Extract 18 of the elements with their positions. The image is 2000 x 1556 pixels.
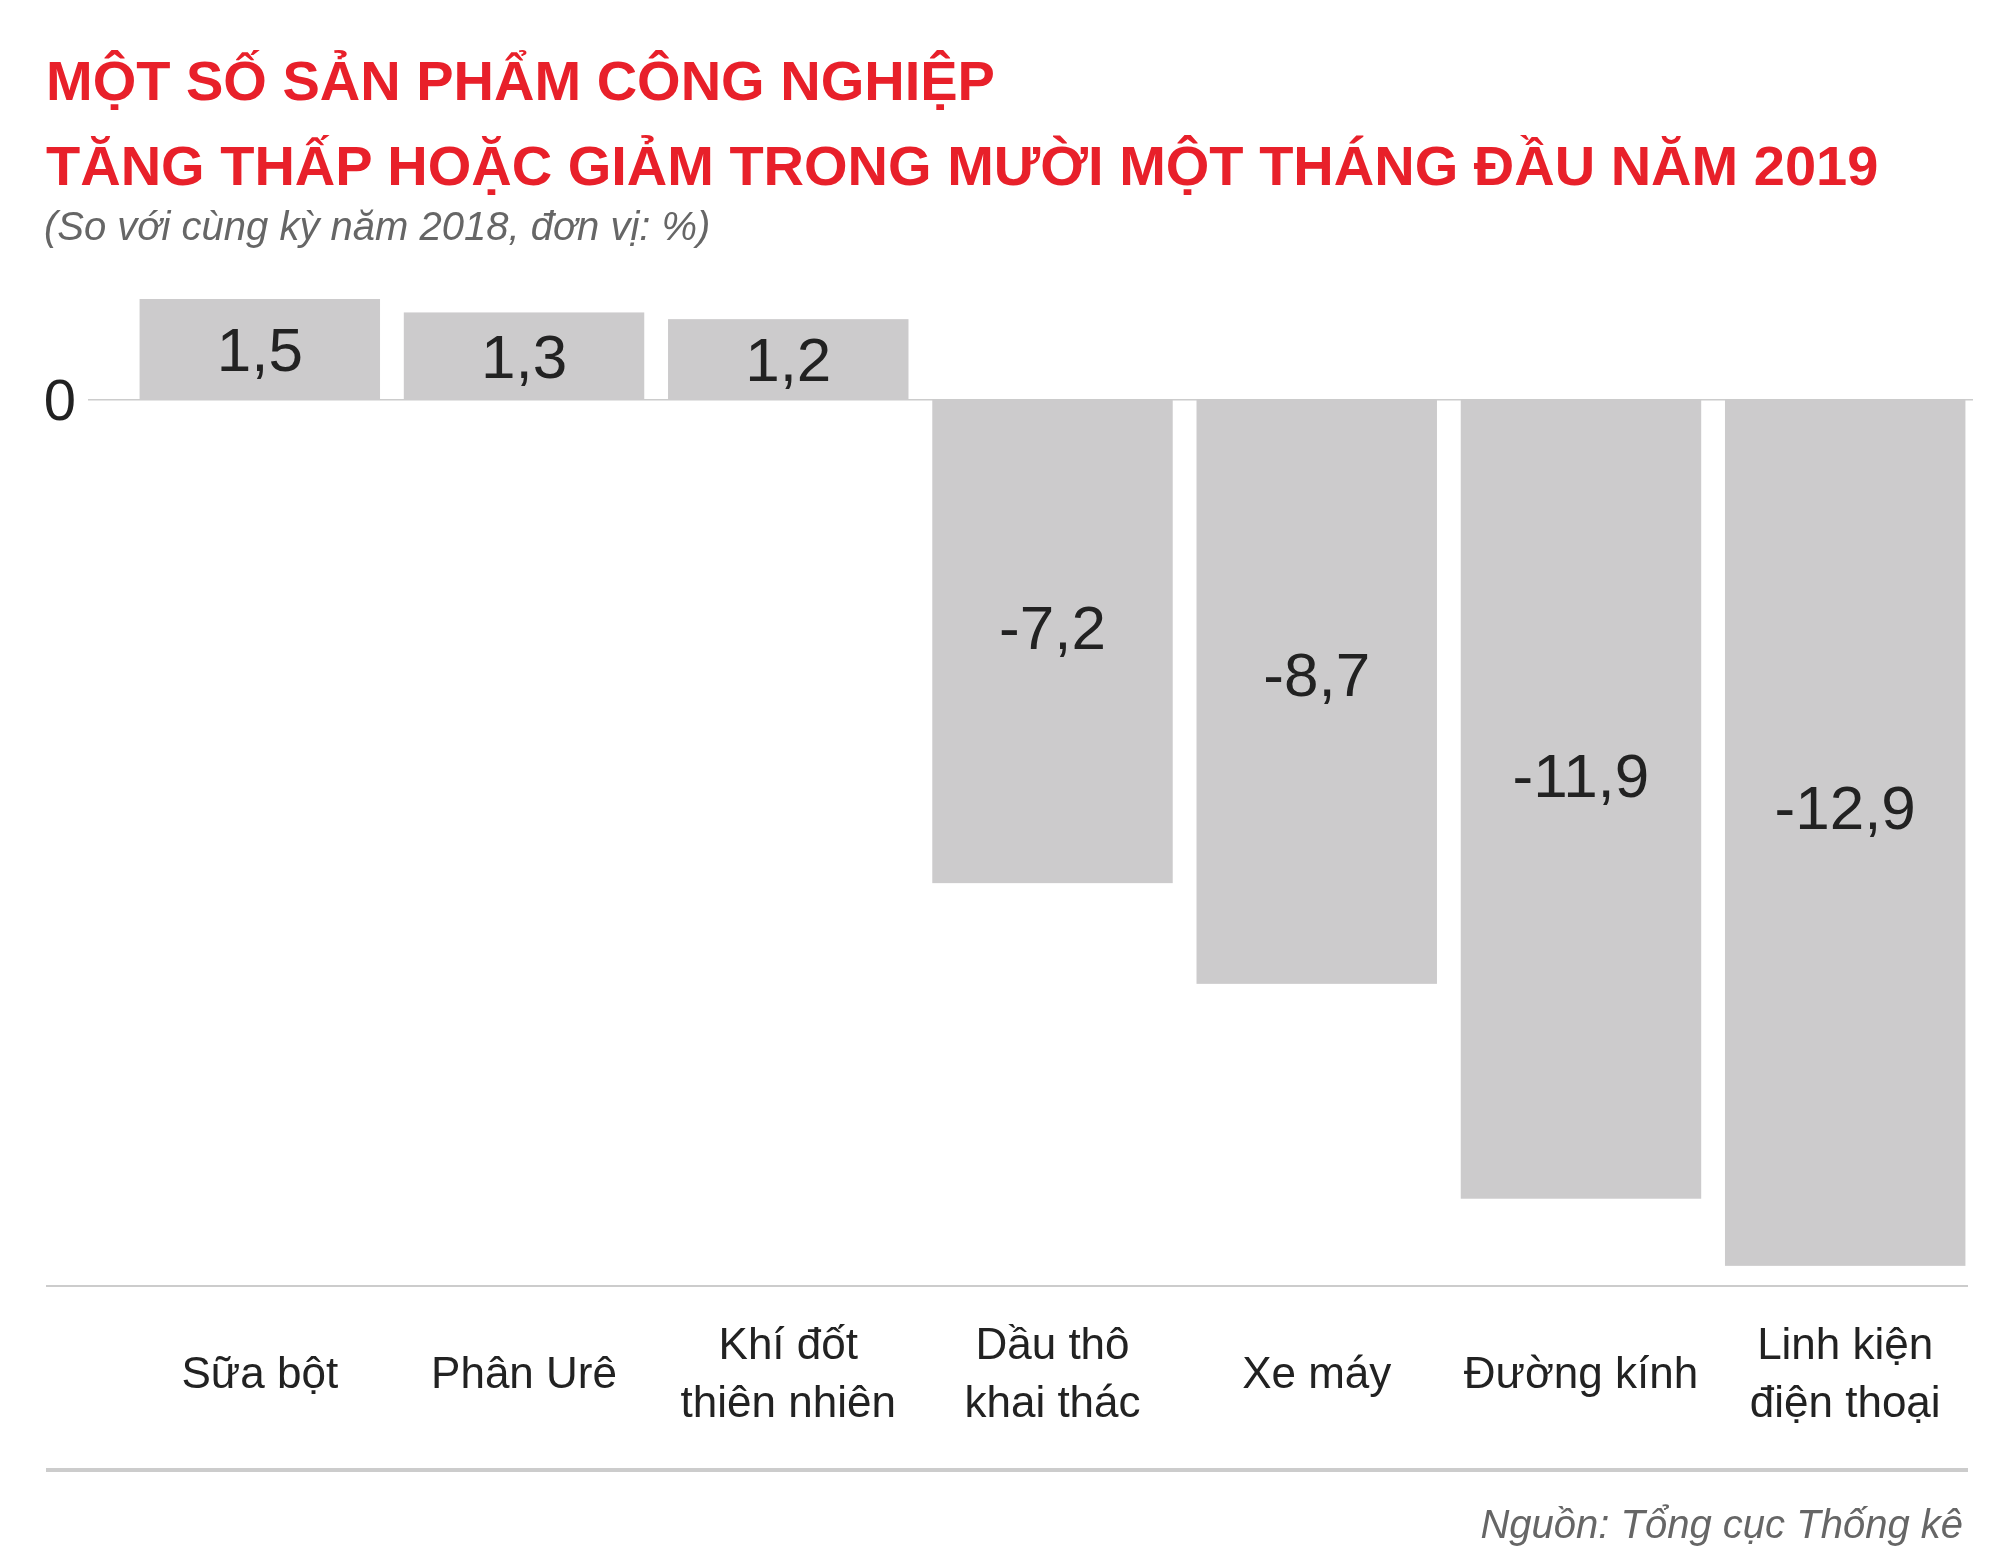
data-label: -12,9: [1774, 772, 1916, 842]
x-tick-label: Phân Urê: [431, 1348, 617, 1398]
chart-subtitle: (So với cùng kỳ năm 2018, đơn vị: %): [44, 204, 711, 248]
x-tick-label: Linh kiện điện thoại: [1749, 1319, 1941, 1427]
data-label: 1,5: [216, 315, 303, 385]
x-tick-label: Xe máy: [1242, 1348, 1392, 1398]
data-label: 1,3: [480, 321, 568, 391]
data-label: 1,2: [745, 325, 832, 395]
x-tick-label: Khí đốt thiên nhiên: [680, 1319, 896, 1427]
x-tick-label: Sữa bột: [181, 1348, 339, 1398]
chart-title: MỘT SỐ SẢN PHẨM CÔNG NGHIỆP TĂNG THẤP HOẶC GIẢM TRONG MƯỜI MỘT THÁNG ĐẦU NĂM 2019: [46, 49, 1879, 197]
data-label: -8,7: [1263, 639, 1371, 709]
data-label: -11,9: [1512, 740, 1650, 810]
text: Nguồn: Tổng cục Thống kê: [1480, 1502, 1963, 1546]
x-tick-label: Đường kính: [1463, 1348, 1699, 1398]
annotation: 0: [43, 367, 77, 433]
x-tick-label: Dầu thô khai thác: [964, 1319, 1141, 1427]
data-label: -7,2: [999, 592, 1106, 662]
